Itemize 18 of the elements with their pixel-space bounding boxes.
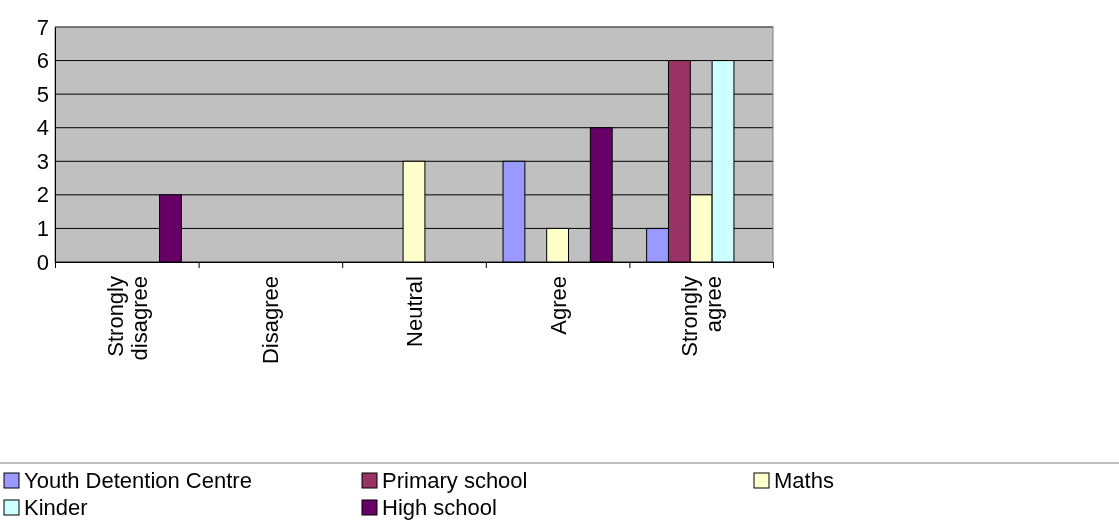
x-tick-label: Strongly agree — [677, 276, 727, 357]
x-tick-label: Disagree — [258, 276, 284, 365]
y-tick-label: 0 — [36, 249, 49, 275]
x-tick-label: Agree — [545, 276, 571, 335]
y-tick-label: 4 — [36, 115, 49, 141]
legend-label: Youth Detention Centre — [24, 468, 252, 493]
legend-label: Maths — [774, 468, 834, 493]
y-tick-label: 2 — [36, 182, 49, 208]
y-tick-label: 3 — [36, 148, 49, 174]
y-tick-label: 6 — [36, 48, 49, 74]
y-tick-label: 5 — [36, 81, 49, 107]
y-tick-label: 7 — [36, 14, 49, 40]
x-tick-label: Strongly disagree — [102, 276, 152, 361]
y-tick-label: 1 — [36, 215, 49, 241]
x-tick-label: Neutral — [402, 276, 427, 347]
legend-label: High school — [382, 495, 497, 520]
legend-label: Primary school — [382, 468, 528, 493]
legend-label: Kinder — [24, 495, 88, 520]
